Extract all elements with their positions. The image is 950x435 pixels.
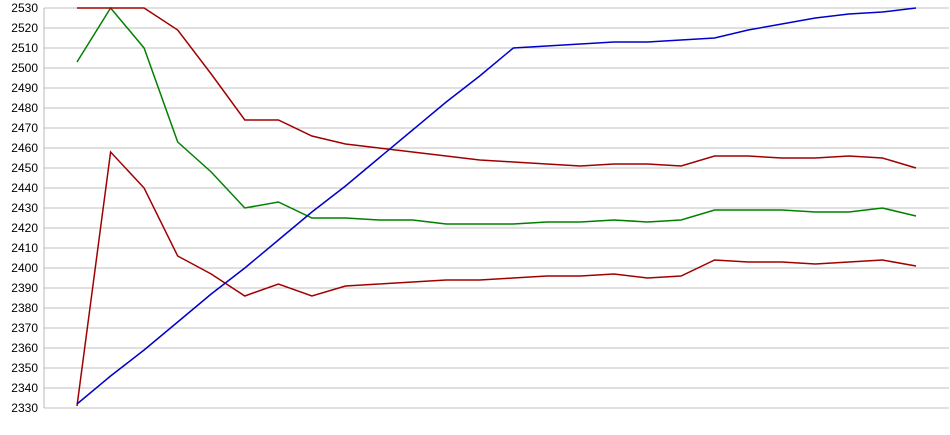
y-tick-label: 2470 xyxy=(11,121,38,135)
y-tick-label: 2480 xyxy=(11,101,38,115)
y-tick-label: 2500 xyxy=(11,61,38,75)
y-tick-label: 2380 xyxy=(11,301,38,315)
y-tick-label: 2510 xyxy=(11,41,38,55)
y-tick-label: 2410 xyxy=(11,241,38,255)
y-tick-label: 2490 xyxy=(11,81,38,95)
y-tick-label: 2330 xyxy=(11,401,38,415)
y-tick-label: 2360 xyxy=(11,341,38,355)
y-tick-label: 2390 xyxy=(11,281,38,295)
y-tick-label: 2370 xyxy=(11,321,38,335)
y-tick-label: 2450 xyxy=(11,161,38,175)
series-dark-red-upper-line xyxy=(77,7,917,169)
y-tick-label: 2440 xyxy=(11,181,38,195)
series-blue-line xyxy=(76,7,917,405)
y-tick-label: 2520 xyxy=(11,21,38,35)
y-tick-label: 2420 xyxy=(11,221,38,235)
y-tick-label: 2350 xyxy=(11,361,38,375)
series-green-line xyxy=(76,6,917,225)
y-tick-label: 2340 xyxy=(11,381,38,395)
y-tick-label: 2430 xyxy=(11,201,38,215)
y-tick-label: 2400 xyxy=(11,261,38,275)
y-tick-label: 2460 xyxy=(11,141,38,155)
series-dark-red-lower-line xyxy=(76,150,917,407)
y-tick-label: 2530 xyxy=(11,1,38,15)
